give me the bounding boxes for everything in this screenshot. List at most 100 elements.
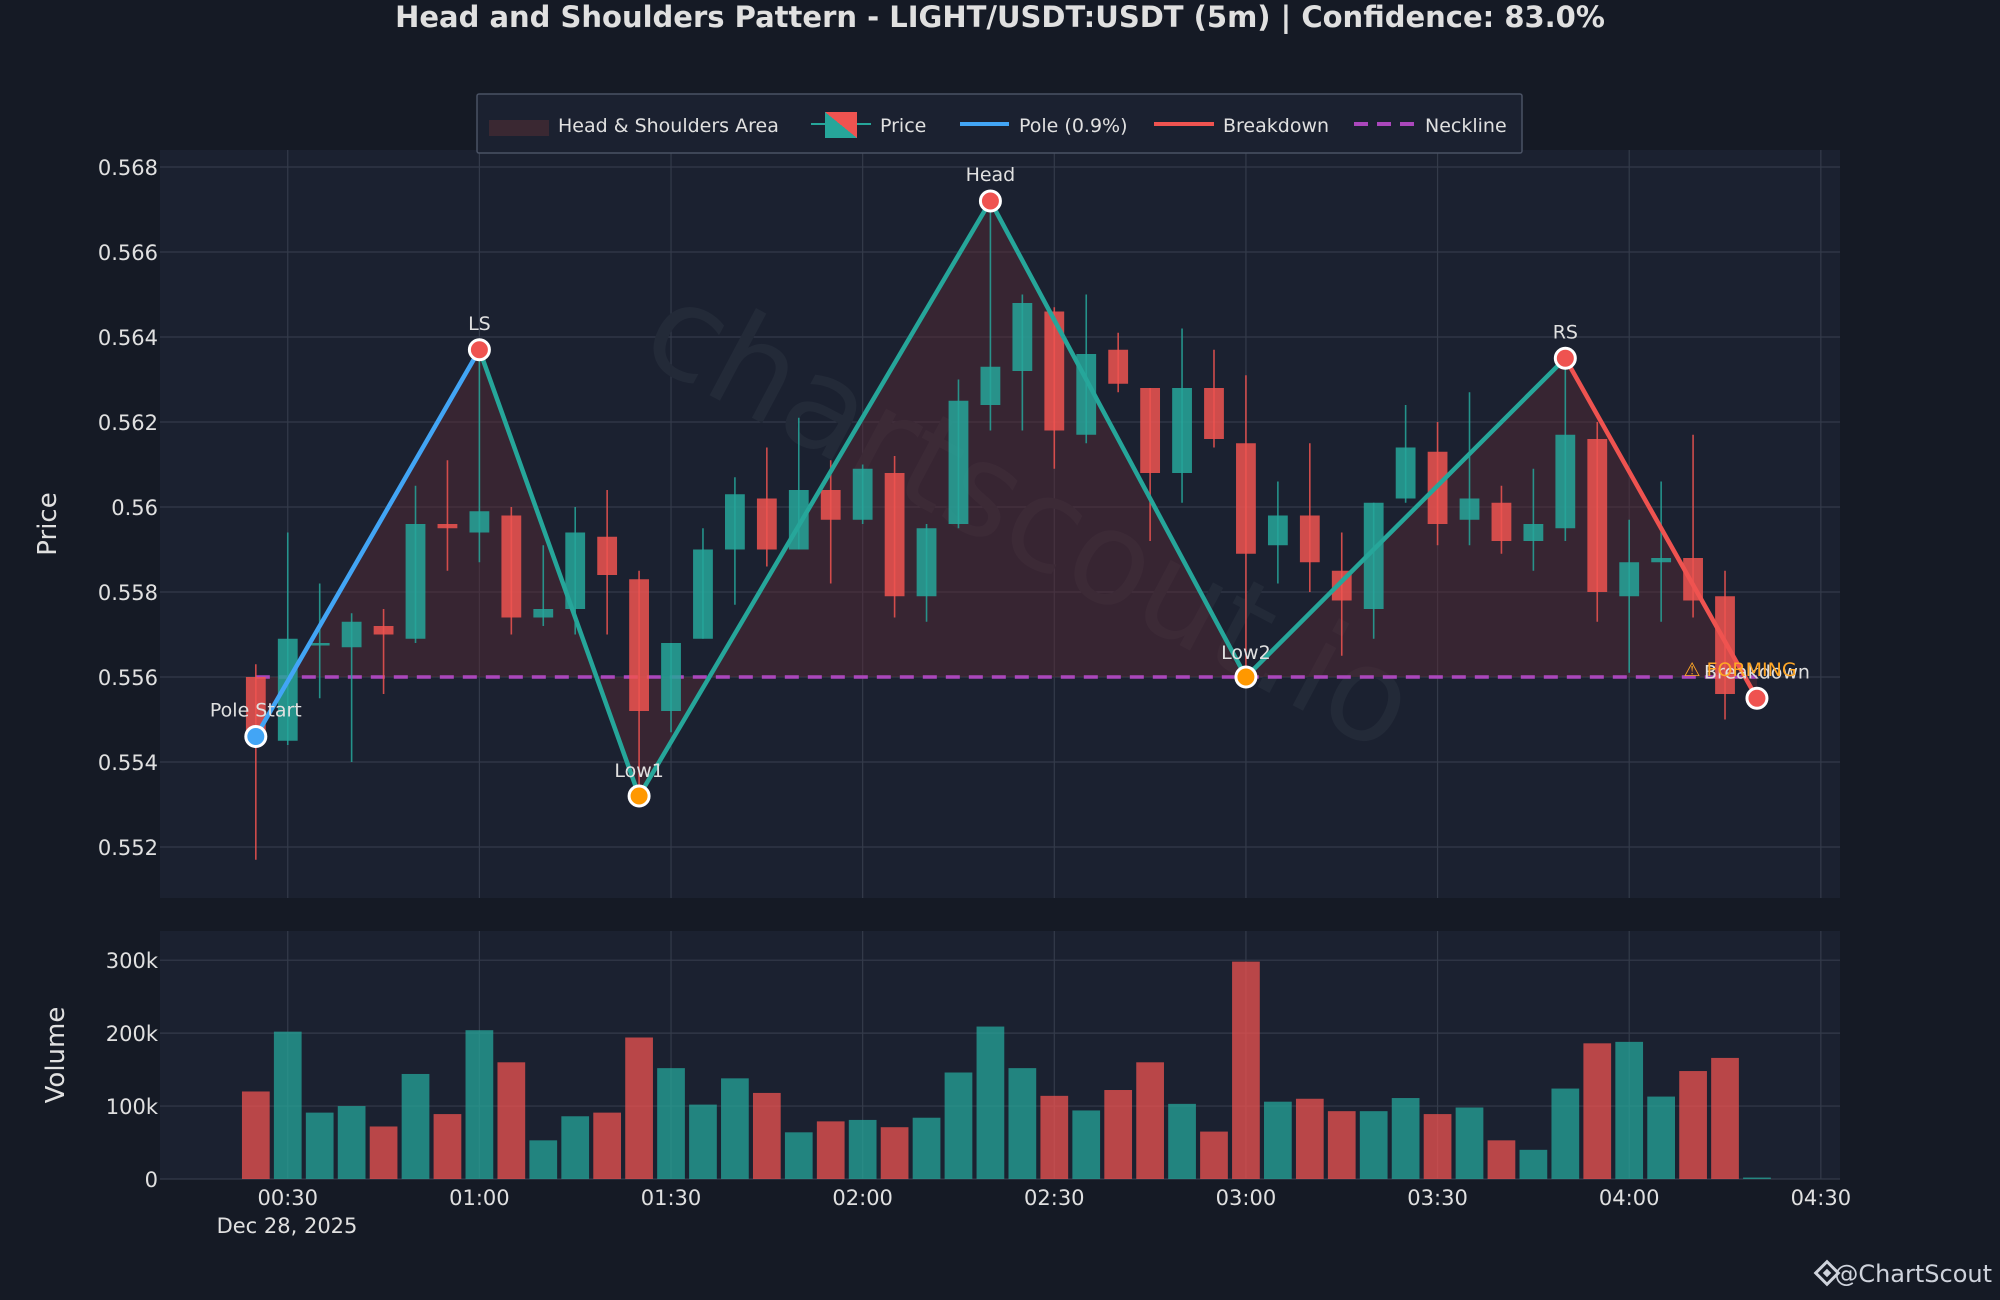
x-tick-label: 03:30 <box>1407 1186 1468 1210</box>
y-axis-label: Price <box>33 492 63 555</box>
breakdown-line <box>1563 356 1760 701</box>
volume-bar <box>1168 1103 1196 1179</box>
pattern-line <box>988 198 1249 680</box>
pattern-label: RS <box>1553 321 1578 343</box>
candle-body <box>852 468 873 520</box>
pattern-area <box>255 201 1757 796</box>
volume-bar <box>433 1114 462 1179</box>
volume-bar <box>1519 1149 1548 1179</box>
x-tick-label: 04:00 <box>1599 1186 1660 1210</box>
candle-body <box>597 536 618 575</box>
volume-bar <box>912 1117 941 1179</box>
pattern-marker <box>467 338 491 362</box>
candle <box>1491 485 1512 554</box>
pattern-marker <box>627 784 651 808</box>
candle-body <box>725 494 745 550</box>
pattern-markers: Pole Start LS Low1 Head Low2 RS Breakdown <box>210 164 1810 808</box>
candle <box>661 643 681 733</box>
status-label: ⚠ FORMING <box>1683 659 1796 681</box>
legend-pole-label: Pole (0.9%) <box>1019 115 1128 137</box>
volume-bar <box>1327 1111 1356 1179</box>
legend-area-swatch <box>489 120 549 136</box>
volume-bar <box>1583 1043 1612 1179</box>
candle <box>1459 392 1480 546</box>
volume-bar <box>1136 1062 1164 1179</box>
candle <box>373 609 394 694</box>
candle-body <box>1172 388 1192 473</box>
candle-body <box>1267 515 1288 546</box>
pattern-marker <box>978 189 1002 213</box>
pattern-area-fill <box>255 201 1757 796</box>
volume-bar <box>784 1132 813 1179</box>
volume-bar <box>1551 1088 1580 1179</box>
candle-body <box>756 498 777 550</box>
legend-price-label: Price <box>880 115 926 137</box>
volume-bar <box>465 1030 494 1179</box>
candle-body <box>533 609 554 618</box>
volume-axis-label: Volume <box>41 1007 71 1104</box>
candle-body <box>565 532 586 609</box>
candle <box>1619 519 1640 673</box>
volume-bar <box>1743 1177 1771 1179</box>
candle-body <box>309 643 330 646</box>
candle <box>1172 328 1192 503</box>
candle <box>1299 443 1320 592</box>
y-tick-label: 0.562 <box>98 411 158 435</box>
candle <box>309 583 330 699</box>
candlesticks <box>245 205 1735 860</box>
candle-body <box>1012 303 1033 371</box>
candle <box>597 490 618 635</box>
candle-body <box>469 511 490 533</box>
pattern-line <box>636 198 993 799</box>
pattern-line <box>1243 356 1568 680</box>
candle <box>884 456 905 618</box>
pattern-marker <box>244 725 268 748</box>
candle-body <box>1140 388 1161 473</box>
candle <box>1395 405 1416 503</box>
candle-body <box>501 515 522 618</box>
volume-bar <box>657 1068 685 1179</box>
x-tick-label: 01:30 <box>641 1186 702 1210</box>
x-tick-label: 03:00 <box>1216 1186 1277 1210</box>
volume-bar <box>976 1026 1005 1179</box>
y-tick-label: 0.552 <box>98 836 158 860</box>
candle <box>1108 332 1129 393</box>
pattern-lines <box>253 198 1760 799</box>
volume-tick-label: 300k <box>106 949 159 973</box>
candle <box>1236 375 1256 677</box>
candle-body <box>1044 311 1065 431</box>
volume-bar <box>880 1127 909 1179</box>
candle-body <box>1236 443 1256 554</box>
candle-body <box>341 621 362 648</box>
candle <box>756 447 777 567</box>
pattern-marker <box>1553 346 1577 370</box>
volume-tick-label: 200k <box>106 1022 159 1046</box>
candle <box>277 532 298 745</box>
volume-tick-label: 0 <box>145 1168 158 1192</box>
volume-bar <box>848 1119 877 1179</box>
candle-body <box>1651 558 1672 563</box>
y-tick-label: 0.558 <box>98 581 158 605</box>
volume-bars <box>241 961 1771 1179</box>
volume-bar <box>561 1116 590 1179</box>
candle <box>1587 422 1608 622</box>
volume-bar <box>273 1031 302 1179</box>
volume-bar <box>1391 1098 1420 1179</box>
candle-body <box>1299 515 1320 563</box>
x-date-label: Dec 28, 2025 <box>217 1214 358 1238</box>
volume-bar <box>816 1121 845 1179</box>
volume-bar <box>1232 961 1260 1179</box>
volume-bar <box>721 1078 749 1179</box>
candle-body <box>884 473 905 597</box>
candle-body <box>373 626 394 635</box>
x-tick-label: 04:30 <box>1791 1186 1852 1210</box>
volume-bar <box>1040 1095 1069 1179</box>
volume-bar <box>593 1112 622 1179</box>
volume-bar <box>369 1126 398 1179</box>
candle-body <box>661 643 681 711</box>
y-tick-label: 0.556 <box>98 666 158 690</box>
candle <box>820 460 841 584</box>
x-tick-label: 00:30 <box>257 1186 318 1210</box>
volume-bar <box>305 1112 334 1179</box>
